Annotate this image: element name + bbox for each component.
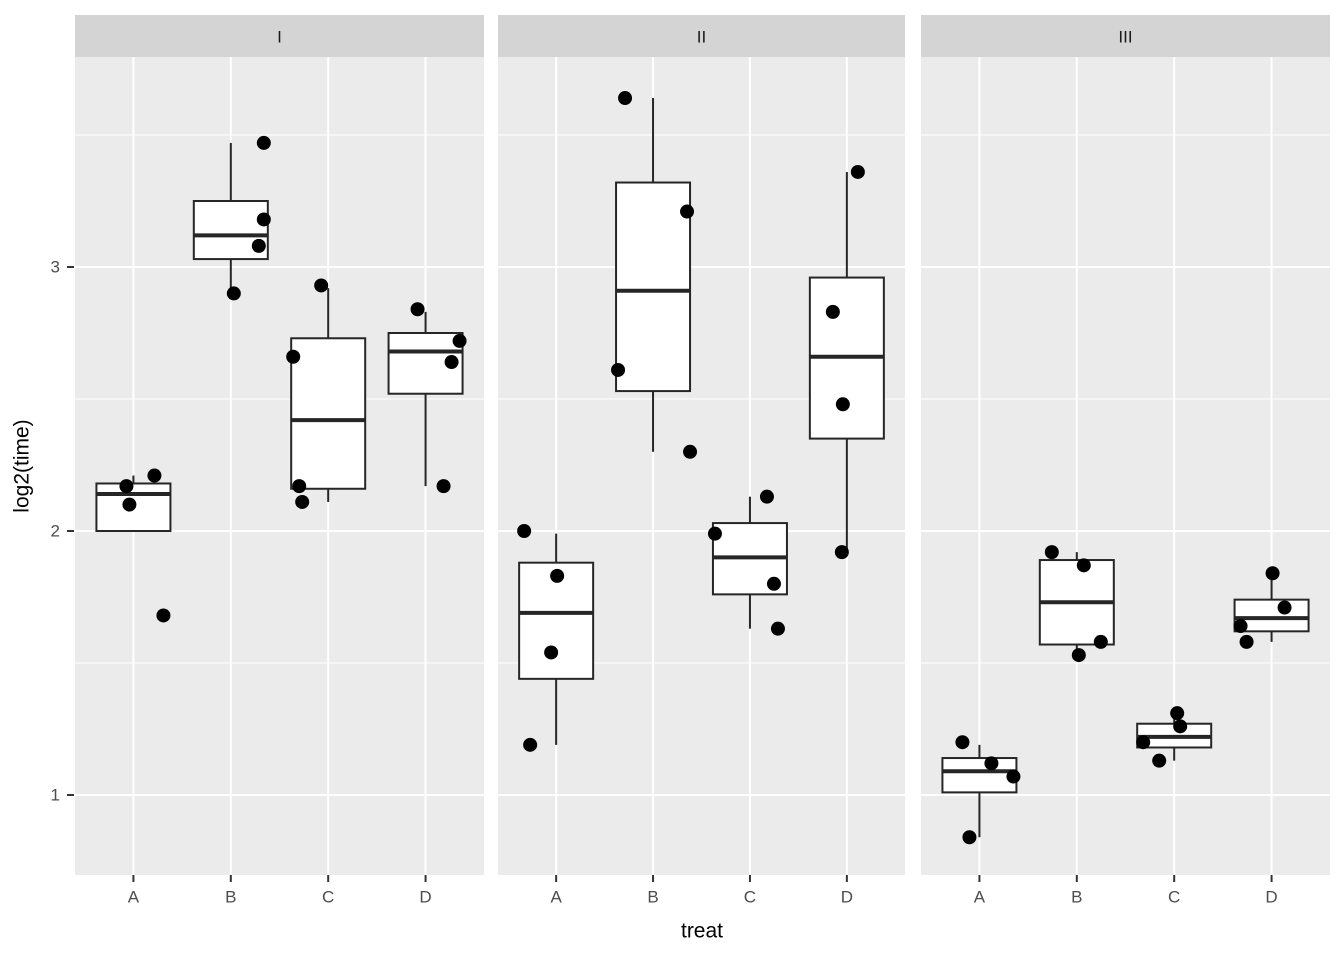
jitter-point <box>1152 753 1167 768</box>
panel-background <box>498 57 905 875</box>
y-tick-label: 2 <box>51 522 60 541</box>
jitter-point <box>1071 648 1086 663</box>
jitter-point <box>517 524 532 538</box>
jitter-point <box>1170 706 1185 721</box>
y-tick-label: 1 <box>51 786 60 805</box>
jitter-point <box>1093 634 1108 649</box>
boxplot-box <box>290 337 367 490</box>
jitter-point <box>1239 634 1254 649</box>
jitter-point <box>147 468 162 483</box>
jitter-point <box>1044 545 1059 560</box>
jitter-point <box>707 526 722 541</box>
y-tick-label: 3 <box>51 258 60 277</box>
x-tick-label: D <box>1265 888 1277 907</box>
jitter-point <box>410 302 425 317</box>
jitter-point <box>1076 558 1091 573</box>
jitter-point <box>286 349 301 364</box>
jitter-point <box>156 608 171 623</box>
jitter-point <box>122 497 137 512</box>
facet-strip-label: I <box>277 28 282 47</box>
jitter-point <box>962 830 977 845</box>
jitter-point <box>226 286 241 301</box>
x-tick-label: B <box>1071 888 1082 907</box>
panel-background <box>75 57 484 875</box>
jitter-point <box>955 735 970 750</box>
x-tick-label: C <box>1168 888 1180 907</box>
jitter-point <box>611 362 626 377</box>
jitter-point <box>825 304 840 319</box>
jitter-point <box>1233 619 1248 634</box>
jitter-point <box>550 568 565 583</box>
jitter-point <box>292 479 307 494</box>
x-tick-label: A <box>128 888 140 907</box>
jitter-point <box>119 479 134 494</box>
jitter-point <box>683 444 698 459</box>
x-tick-label: B <box>225 888 236 907</box>
plot-layers: I A B C D II A B C D III A B C D 1 2 3 <box>51 15 1330 907</box>
jitter-point <box>618 91 633 106</box>
x-tick-label: A <box>974 888 986 907</box>
jitter-point <box>759 489 774 504</box>
jitter-point <box>295 494 310 509</box>
jitter-point <box>444 355 459 370</box>
boxplot-box <box>941 757 1018 794</box>
jitter-point <box>834 545 849 560</box>
jitter-point <box>256 212 271 227</box>
jitter-point <box>1136 735 1151 750</box>
panel-background <box>921 57 1330 875</box>
jitter-point <box>436 479 451 494</box>
facet-strip <box>921 15 1330 57</box>
jitter-point <box>984 756 999 771</box>
jitter-point <box>850 164 865 179</box>
facet-strip-label: II <box>697 28 706 47</box>
jitter-point <box>544 645 559 660</box>
x-axis-title: treat <box>681 920 723 943</box>
x-tick-label: D <box>841 888 853 907</box>
jitter-point <box>1277 600 1292 615</box>
x-tick-label: C <box>322 888 334 907</box>
jitter-point <box>452 333 467 348</box>
jitter-point <box>256 135 271 150</box>
boxplot-box <box>615 181 692 393</box>
jitter-point <box>1006 769 1021 784</box>
y-axis-title: log2(time) <box>11 419 34 512</box>
facet-strip <box>498 15 905 57</box>
x-tick-label: B <box>647 888 658 907</box>
facet-strip <box>75 15 484 57</box>
jitter-point <box>1265 566 1280 581</box>
x-tick-label: D <box>419 888 431 907</box>
jitter-point <box>766 576 781 591</box>
jitter-point <box>1173 719 1188 734</box>
x-tick-label: C <box>744 888 756 907</box>
jitter-point <box>523 737 538 752</box>
facet-strip-label: III <box>1118 28 1132 47</box>
jitter-point <box>314 278 329 293</box>
jitter-point <box>251 238 266 253</box>
jitter-point <box>770 621 785 636</box>
x-tick-label: A <box>550 888 562 907</box>
jitter-point <box>680 204 695 219</box>
jitter-point <box>835 397 850 412</box>
